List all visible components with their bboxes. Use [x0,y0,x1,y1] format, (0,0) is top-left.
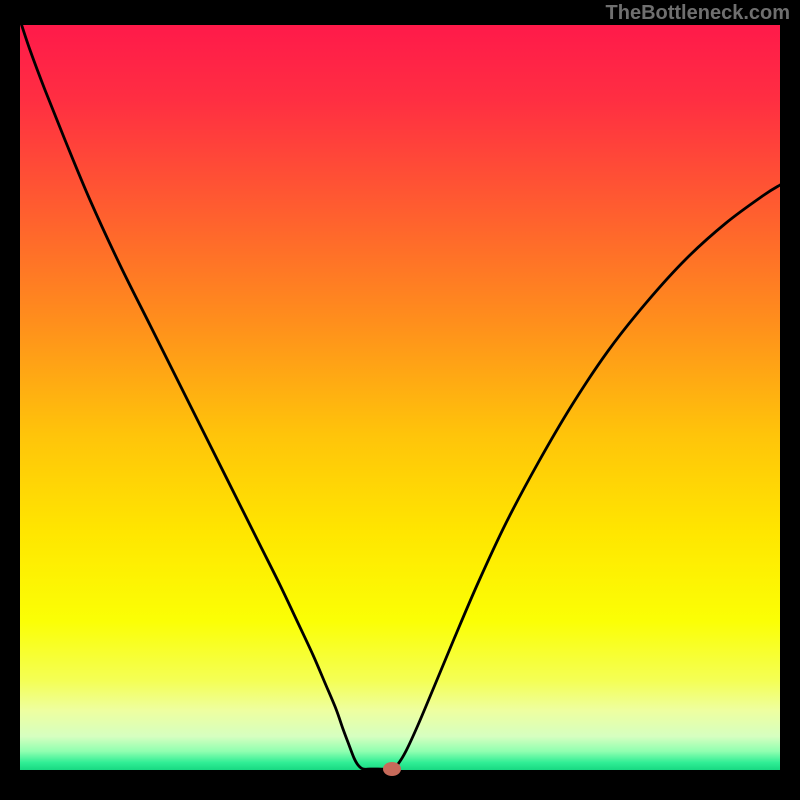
chart-frame: TheBottleneck.com [0,0,800,800]
watermark-text: TheBottleneck.com [606,2,790,25]
curve-path [20,25,780,769]
bottleneck-curve [20,25,780,770]
plot-area [20,25,780,770]
optimum-marker [383,762,401,776]
